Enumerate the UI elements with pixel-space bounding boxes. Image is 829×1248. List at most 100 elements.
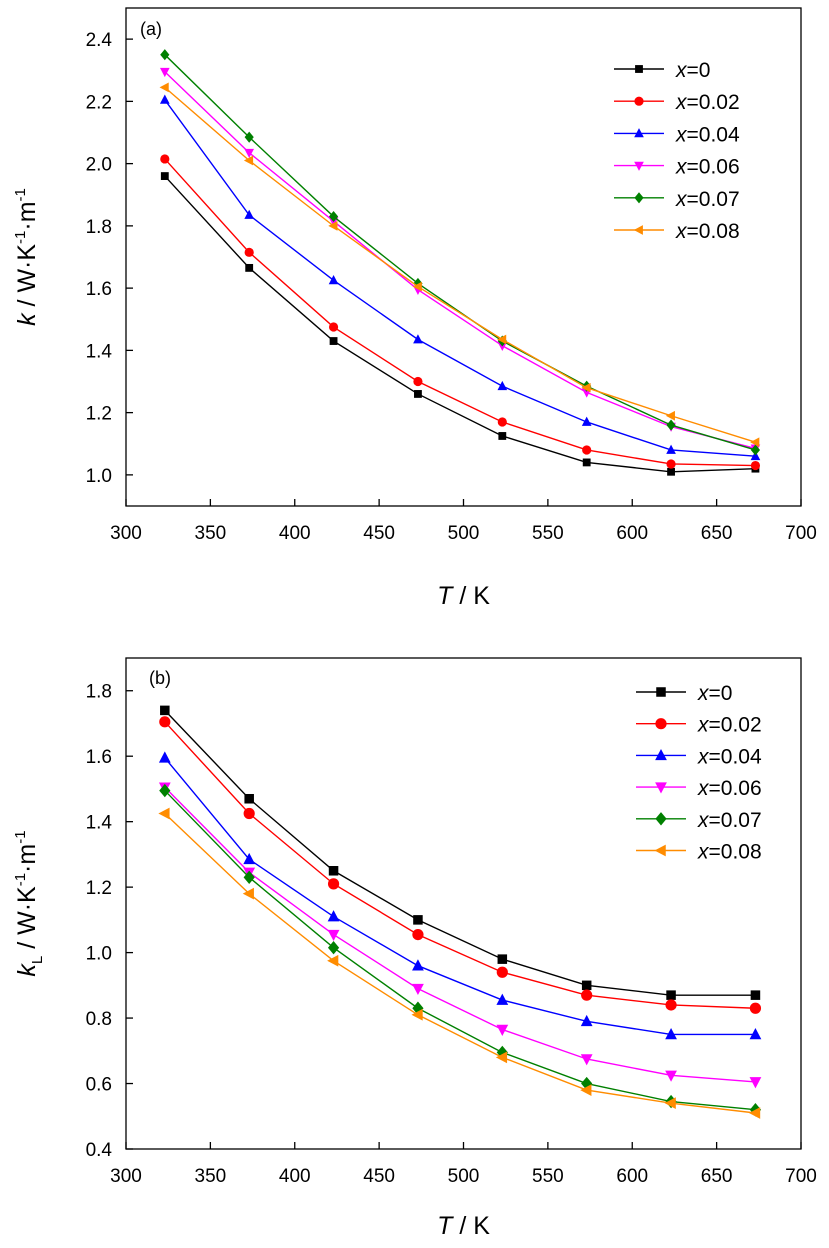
legend-label: x=0.07 (675, 188, 740, 211)
data-point (497, 334, 507, 345)
legend-entry: x=0.06 (614, 156, 740, 179)
legend-variable: x (697, 682, 710, 705)
legend-entry: x=0.07 (614, 188, 740, 211)
x-axis-title: T / K (437, 1212, 490, 1240)
legend-value: =0.02 (709, 714, 762, 737)
y-axis-unit-exponent: -1 (12, 873, 29, 886)
y-axis-separator: / (13, 935, 41, 956)
data-point (327, 910, 340, 922)
series-line (164, 709, 756, 996)
legend-marker (634, 161, 644, 171)
legend-value: =0.07 (687, 188, 740, 211)
data-point (581, 980, 592, 991)
data-point (750, 460, 761, 471)
y-axis-title: kL / W·K-1·m-1 (12, 830, 46, 976)
data-point (327, 940, 340, 955)
y-tick-label: 1.0 (86, 466, 112, 487)
data-point (158, 751, 171, 763)
panel-label: (a) (140, 19, 162, 39)
legend-marker (633, 225, 643, 235)
y-tick-label: 0.4 (86, 1140, 113, 1161)
data-point (244, 209, 255, 219)
series-line (164, 99, 756, 457)
data-point (667, 467, 675, 476)
x-tick-label: 450 (363, 1166, 395, 1187)
y-axis-subscript: L (29, 956, 46, 964)
plot-frame (125, 7, 802, 507)
data-point (666, 419, 676, 431)
legend-variable: x (697, 777, 710, 800)
series-triangle-left-group (159, 82, 760, 448)
y-axis-title: k / W·K-1·m-1 (12, 188, 41, 326)
legend-marker (655, 812, 667, 826)
legend-value: =0.02 (687, 91, 740, 114)
data-point (665, 1027, 677, 1040)
x-tick-label: 600 (616, 1166, 648, 1187)
data-point (327, 954, 339, 967)
legend-marker (655, 782, 667, 794)
data-point (413, 376, 423, 387)
y-axis-variable: k (13, 312, 41, 326)
data-point (412, 1001, 424, 1015)
data-point (581, 989, 593, 1001)
data-point (329, 337, 338, 345)
legend-value: =0.06 (709, 777, 762, 800)
legend-value: =0.07 (709, 809, 762, 832)
x-tick-label: 350 (195, 523, 227, 544)
y-axis-unit-exponent: -1 (12, 830, 29, 843)
legend-variable: x (697, 714, 710, 737)
data-point (749, 1002, 762, 1014)
y-tick-label: 1.8 (86, 682, 112, 703)
data-point (580, 1014, 593, 1027)
y-tick-label: 1.6 (86, 747, 112, 768)
series-line (164, 71, 756, 450)
y-tick-label: 0.6 (86, 1075, 112, 1096)
y-axis-unit-exponent: -1 (12, 188, 29, 201)
x-axis-title: T / K (437, 582, 490, 610)
legend-label: x=0 (697, 682, 732, 705)
legend-marker (634, 128, 644, 138)
data-point (328, 211, 339, 223)
series-triangle-left-group (158, 807, 761, 1119)
legend-entry: x=0.02 (636, 714, 762, 737)
legend-variable: x (675, 91, 688, 114)
y-axis-unit-exponent: -1 (12, 231, 29, 244)
data-point (665, 999, 677, 1011)
data-point (244, 793, 254, 804)
y-axis-unit: ·m (13, 201, 41, 230)
y-tick-label: 2.2 (86, 92, 112, 113)
legend-variable: x (675, 188, 688, 211)
data-point (159, 67, 170, 78)
data-point (160, 172, 169, 180)
y-axis-unit: ·m (13, 844, 41, 873)
data-point (748, 1107, 761, 1119)
data-point (413, 334, 423, 344)
x-tick-label: 300 (110, 523, 142, 544)
legend-entry: x=0.04 (636, 745, 762, 768)
chart-panel-a: 300 350 400 450 500 550 600 650 700 1.0 1.2 1.4 1.6 1… (12, 7, 817, 610)
data-point (159, 783, 171, 798)
legend-variable: x (675, 220, 688, 243)
data-point (414, 390, 422, 398)
data-point (750, 437, 760, 448)
legend-value: =0 (709, 682, 733, 705)
legend-variable: x (697, 745, 710, 768)
x-tick-label: 700 (785, 1166, 817, 1187)
chart-panel-b: 300 350 400 450 500 550 600 650 700 0.4 0.6 0.8 1.0 1… (12, 657, 817, 1240)
legend-marker (634, 96, 644, 106)
legend-variable: x (697, 841, 710, 864)
x-tick-label: 700 (785, 523, 817, 544)
data-point (412, 281, 422, 292)
data-point (243, 852, 256, 865)
x-axis-unit: K (473, 582, 490, 610)
data-point (243, 870, 255, 885)
data-point (242, 887, 254, 900)
x-axis-variable: T (437, 1212, 454, 1240)
x-tick-label: 350 (195, 1166, 227, 1187)
data-point (244, 247, 254, 257)
legend-label: x=0.06 (675, 156, 740, 179)
data-point (497, 380, 508, 391)
series-circle-group (160, 154, 761, 471)
legend-label: x=0.07 (697, 809, 762, 832)
